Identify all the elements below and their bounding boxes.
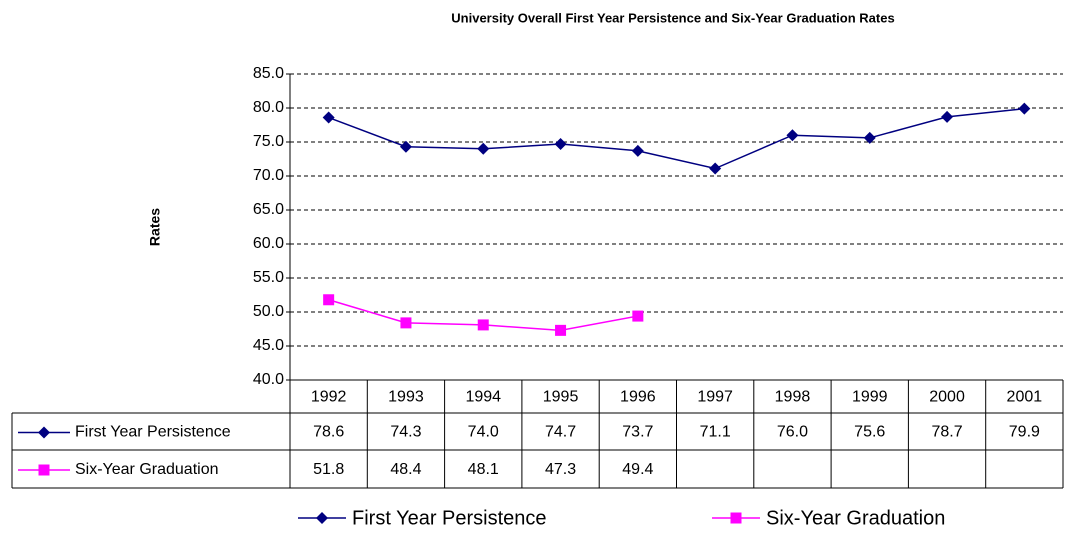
table-value: 49.4 [622,461,653,478]
data-point [477,319,489,331]
data-point [399,140,412,153]
data-point [863,131,876,144]
data-point [554,138,567,151]
x-tick-label: 1996 [620,389,656,406]
legend-marker [38,426,50,439]
table-value: 48.1 [468,461,499,478]
data-point [477,142,490,155]
data-point [632,310,644,322]
x-tick-label: 1993 [388,389,424,406]
y-tick-label: 65.0 [253,201,284,218]
data-point [1018,102,1031,115]
data-point [322,111,335,124]
data-point [786,129,799,142]
legend-label: Six-Year Graduation [766,507,945,529]
table-value: 48.4 [390,461,421,478]
legend-label: First Year Persistence [352,507,547,529]
data-point [555,324,567,336]
x-tick-label: 2001 [1007,389,1043,406]
x-tick-label: 1999 [852,389,888,406]
y-tick-label: 60.0 [253,235,284,252]
table-row-label: First Year Persistence [75,424,231,441]
y-tick-label: 40.0 [253,371,284,388]
table-value: 47.3 [545,461,576,478]
table-value: 78.6 [313,424,344,441]
data-point [709,162,722,175]
table-value: 76.0 [777,424,808,441]
y-tick-label: 50.0 [253,303,284,320]
y-tick-label: 70.0 [253,167,284,184]
x-tick-label: 1997 [697,389,733,406]
data-point [323,294,335,306]
data-point [631,144,644,157]
y-tick-label: 55.0 [253,269,284,286]
chart-title: University Overall First Year Persistenc… [451,10,894,25]
table-value: 74.3 [390,424,421,441]
legend-marker [730,512,742,524]
legend-marker [316,512,328,524]
y-tick-label: 80.0 [253,99,284,116]
table-value: 74.0 [468,424,499,441]
table-value: 73.7 [622,424,653,441]
y-axis-label: Rates [147,208,163,246]
y-tick-label: 85.0 [253,65,284,82]
table-value: 51.8 [313,461,344,478]
y-tick-label: 45.0 [253,337,284,354]
data-point [941,110,954,123]
table-value: 79.9 [1009,424,1040,441]
table-value: 71.1 [700,424,731,441]
y-tick-label: 75.0 [253,133,284,150]
table-value: 78.7 [931,424,962,441]
x-tick-label: 2000 [929,389,965,406]
data-point [400,317,412,329]
x-tick-label: 1992 [311,389,347,406]
x-tick-label: 1995 [543,389,579,406]
x-tick-label: 1998 [775,389,811,406]
legend-marker [38,464,50,476]
table-row-label: Six-Year Graduation [75,461,219,478]
table-value: 74.7 [545,424,576,441]
table-value: 75.6 [854,424,885,441]
x-tick-label: 1994 [465,389,501,406]
series-line [328,107,1025,170]
